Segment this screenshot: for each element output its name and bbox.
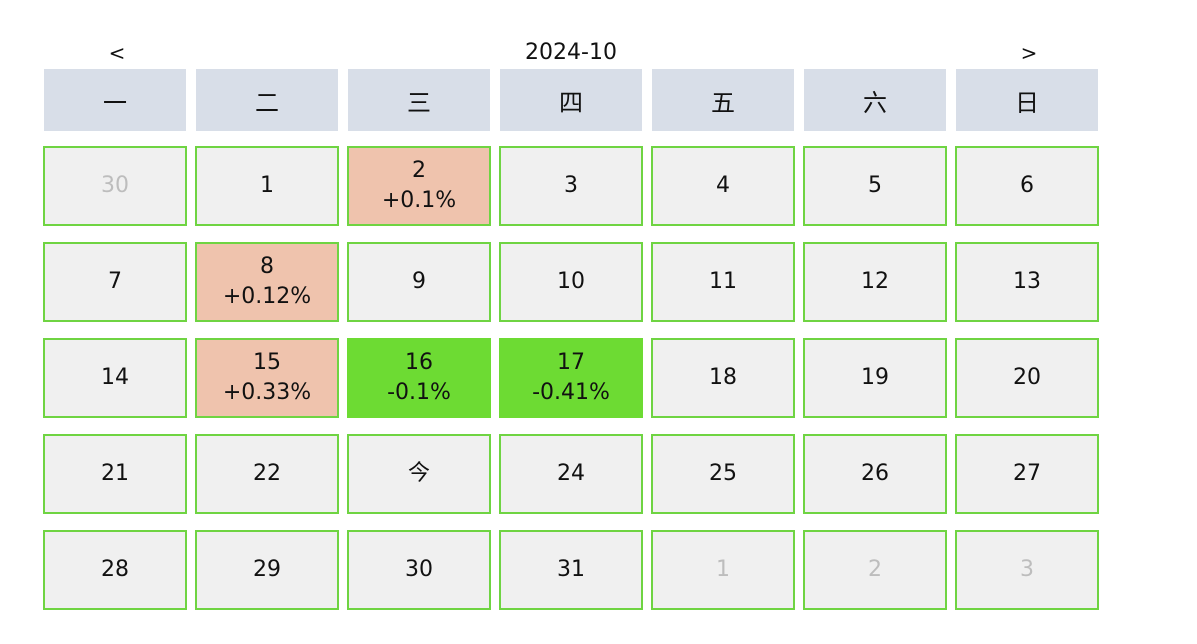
calendar-day[interactable]: 3: [499, 146, 643, 226]
day-number: 21: [101, 461, 129, 486]
day-number: 12: [861, 269, 889, 294]
calendar-day[interactable]: 14: [43, 338, 187, 418]
calendar-day[interactable]: 11: [651, 242, 795, 322]
day-number: 28: [101, 557, 129, 582]
day-number: 29: [253, 557, 281, 582]
day-change: +0.12%: [222, 284, 312, 309]
day-number: 16: [405, 350, 433, 375]
day-number: 1: [260, 173, 274, 198]
day-number: 20: [1013, 365, 1041, 390]
calendar-day[interactable]: 1: [195, 146, 339, 226]
day-number: 9: [412, 269, 426, 294]
day-number: 2: [868, 557, 882, 582]
calendar-day[interactable]: 6: [955, 146, 1099, 226]
calendar-day[interactable]: 22: [195, 434, 339, 514]
day-number: 1: [716, 557, 730, 582]
weekday-fri: 五: [652, 69, 794, 131]
month-title: 2024-10: [525, 40, 617, 65]
calendar-day[interactable]: 4: [651, 146, 795, 226]
calendar-day[interactable]: 29: [195, 530, 339, 610]
calendar-day[interactable]: 30: [347, 530, 491, 610]
weekday-tue: 二: [196, 69, 338, 131]
calendar-day[interactable]: 13: [955, 242, 1099, 322]
calendar-day-today[interactable]: 今: [347, 434, 491, 514]
day-number: 22: [253, 461, 281, 486]
day-change: +0.1%: [381, 188, 457, 213]
day-number: 今: [407, 461, 430, 486]
calendar-day[interactable]: 25: [651, 434, 795, 514]
day-number: 19: [861, 365, 889, 390]
calendar-day[interactable]: 9: [347, 242, 491, 322]
calendar-day[interactable]: 8 +0.12%: [195, 242, 339, 322]
day-number: 30: [405, 557, 433, 582]
weekday-mon: 一: [44, 69, 186, 131]
day-number: 15: [253, 350, 281, 375]
day-number: 3: [564, 173, 578, 198]
calendar-day[interactable]: 20: [955, 338, 1099, 418]
day-number: 10: [557, 269, 585, 294]
calendar-day[interactable]: 15 +0.33%: [195, 338, 339, 418]
day-number: 14: [101, 365, 129, 390]
calendar-day[interactable]: 17 -0.41%: [499, 338, 643, 418]
day-number: 26: [861, 461, 889, 486]
weekday-wed: 三: [348, 69, 490, 131]
day-number: 5: [868, 173, 882, 198]
calendar-day[interactable]: 27: [955, 434, 1099, 514]
calendar-day[interactable]: 24: [499, 434, 643, 514]
calendar-day[interactable]: 7: [43, 242, 187, 322]
calendar-day[interactable]: 30: [43, 146, 187, 226]
day-number: 11: [709, 269, 737, 294]
calendar-day[interactable]: 5: [803, 146, 947, 226]
calendar-day[interactable]: 31: [499, 530, 643, 610]
day-number: 13: [1013, 269, 1041, 294]
day-number: 31: [557, 557, 585, 582]
calendar-day[interactable]: 10: [499, 242, 643, 322]
day-number: 2: [412, 158, 426, 183]
calendar-day[interactable]: 18: [651, 338, 795, 418]
day-number: 6: [1020, 173, 1034, 198]
day-change: -0.1%: [387, 380, 451, 405]
day-change: -0.41%: [532, 380, 610, 405]
calendar-day[interactable]: 1: [651, 530, 795, 610]
day-number: 17: [557, 350, 585, 375]
calendar-day[interactable]: 16 -0.1%: [347, 338, 491, 418]
calendar-day[interactable]: 12: [803, 242, 947, 322]
weekday-sat: 六: [804, 69, 946, 131]
calendar-navigation: < 2024-10 >: [44, 38, 1098, 68]
day-number: 24: [557, 461, 585, 486]
calendar-day[interactable]: 28: [43, 530, 187, 610]
calendar-day[interactable]: 3: [955, 530, 1099, 610]
next-month-button[interactable]: >: [1020, 41, 1038, 65]
prev-month-button[interactable]: <: [108, 41, 126, 65]
day-number: 30: [101, 173, 129, 198]
calendar-day[interactable]: 19: [803, 338, 947, 418]
day-number: 7: [108, 269, 122, 294]
weekday-header: 一 二 三 四 五 六 日: [44, 69, 1098, 131]
day-number: 25: [709, 461, 737, 486]
day-change: +0.33%: [222, 380, 312, 405]
calendar-day[interactable]: 21: [43, 434, 187, 514]
calendar-day[interactable]: 2 +0.1%: [347, 146, 491, 226]
day-number: 8: [260, 254, 274, 279]
day-number: 27: [1013, 461, 1041, 486]
day-number: 4: [716, 173, 730, 198]
calendar-day[interactable]: 26: [803, 434, 947, 514]
day-number: 18: [709, 365, 737, 390]
weekday-sun: 日: [956, 69, 1098, 131]
calendar-grid: 30 1 2 +0.1% 3 4 5 6 7 8 +0.12% 9 10 11 12 13 14 15 +0.33%…: [43, 146, 1099, 610]
calendar-day[interactable]: 2: [803, 530, 947, 610]
day-number: 3: [1020, 557, 1034, 582]
weekday-thu: 四: [500, 69, 642, 131]
